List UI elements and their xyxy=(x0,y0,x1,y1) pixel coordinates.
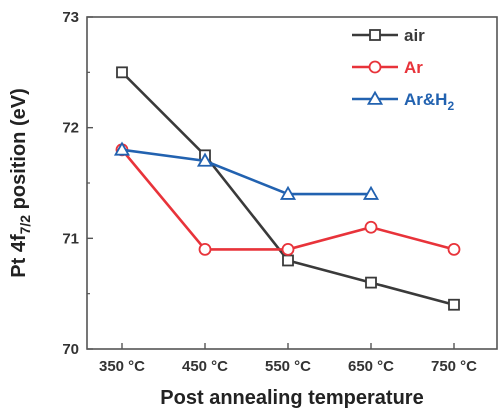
data-point xyxy=(448,298,460,311)
x-tick-label: 650 °C xyxy=(348,358,394,375)
data-point xyxy=(365,276,377,289)
data-point xyxy=(198,242,212,256)
x-tick-label: 750 °C xyxy=(431,358,477,375)
x-axis-title: Post annealing temperature xyxy=(160,387,423,409)
data-point xyxy=(362,185,380,200)
series-ar-h xyxy=(113,141,380,200)
legend-item: Ar xyxy=(352,58,423,77)
legend-label: Ar xyxy=(404,58,423,77)
y-axis-title-subscript: 7/2 xyxy=(17,215,33,235)
y-tick-label: 70 xyxy=(62,341,79,358)
legend-label-subscript: 2 xyxy=(447,99,454,113)
legend-marker xyxy=(368,60,382,74)
legend-label-text: Ar xyxy=(404,58,423,77)
y-axis-title: Pt 4f7/2 position (eV) xyxy=(8,88,33,277)
y-tick-label: 72 xyxy=(62,120,79,137)
x-tick-label: 450 °C xyxy=(182,358,228,375)
data-point xyxy=(447,242,461,256)
x-tick-label: 550 °C xyxy=(265,358,311,375)
legend-item: air xyxy=(352,26,425,45)
data-point xyxy=(364,220,378,234)
data-point xyxy=(279,185,297,200)
legend-label-text: air xyxy=(404,26,425,45)
y-axis-title-rest: position (eV) xyxy=(8,88,30,215)
legend-marker xyxy=(369,29,381,41)
legend-label: air xyxy=(404,26,425,45)
y-tick-label: 73 xyxy=(62,9,79,26)
legend-item: Ar&H2 xyxy=(352,90,454,113)
legend-marker xyxy=(366,90,384,105)
series-line xyxy=(121,148,371,196)
data-point xyxy=(281,242,295,256)
y-tick-label: 71 xyxy=(62,230,79,247)
data-point xyxy=(113,141,131,156)
axes: 70 71 72 73 350 °C 450 °C 550 °C 650 °C 750 °C xyxy=(62,9,498,375)
data-point xyxy=(116,66,128,79)
y-axis-title-main: Pt 4f xyxy=(8,234,30,278)
data-point xyxy=(282,254,294,267)
data-point xyxy=(196,152,214,167)
x-tick-label: 350 °C xyxy=(99,358,145,375)
legend-label-text: Ar&H xyxy=(404,90,447,109)
legend-label: Ar&H2 xyxy=(404,90,454,113)
series-group xyxy=(113,66,461,311)
legend: air Ar Ar&H2 xyxy=(352,26,454,113)
